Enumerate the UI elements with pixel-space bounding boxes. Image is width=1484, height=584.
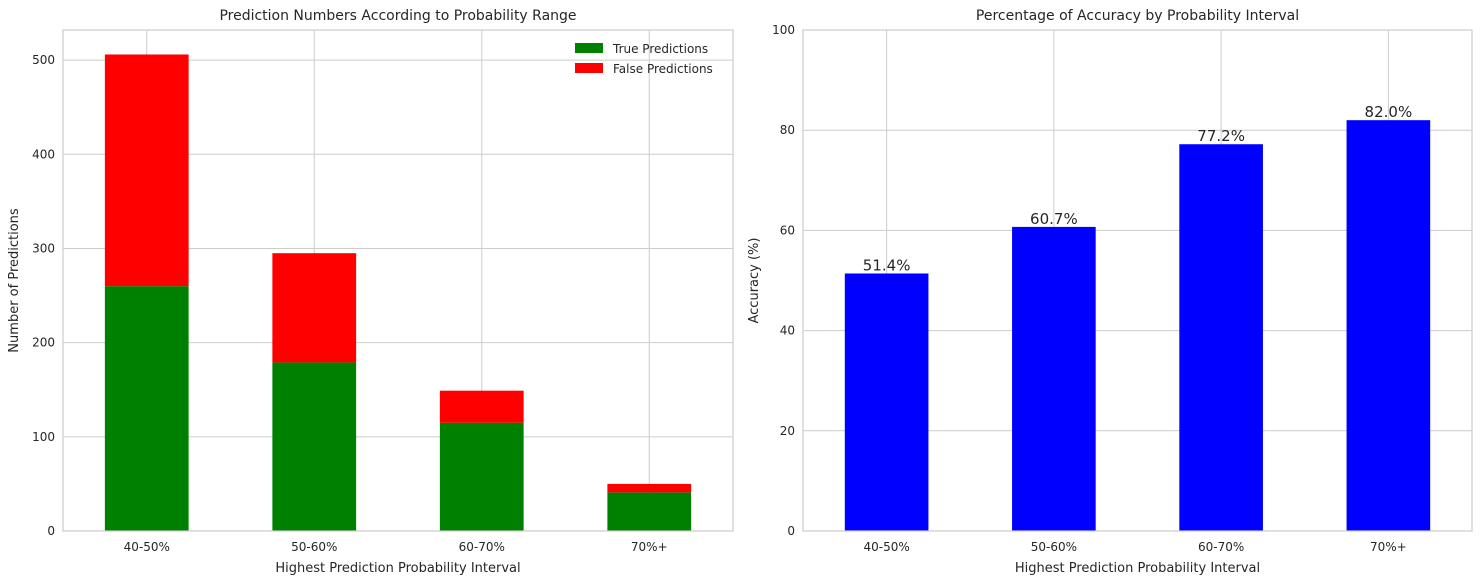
chart0-x-axis-label: Highest Prediction Probability Interval xyxy=(275,561,520,576)
chart1-y-axis-label: Accuracy (%) xyxy=(747,238,762,324)
x-tick-label: 60-70% xyxy=(459,540,505,554)
chart1-bars xyxy=(844,120,1431,532)
chart0-title: Prediction Numbers According to Probabil… xyxy=(219,8,576,24)
bar-70 xyxy=(1346,120,1431,532)
legend-label-false-predictions: False Predictions xyxy=(613,62,713,76)
data-label-40-50: 51.4% xyxy=(863,256,911,274)
x-tick-label: 50-60% xyxy=(291,540,337,554)
chart0-frame xyxy=(62,29,734,532)
chart1-y-ticks: 0 20 40 60 80 100 xyxy=(772,23,795,538)
bar-false-predictions-70 xyxy=(607,483,692,493)
legend-label-true-predictions: True Predictions xyxy=(612,42,708,56)
chart0-legend: True Predictions False Predictions xyxy=(575,42,713,76)
data-label-70: 82.0% xyxy=(1365,103,1413,121)
legend-swatch-false-predictions xyxy=(575,63,603,73)
chart1-data-labels: 51.4% 60.7% 77.2% 82.0% xyxy=(863,103,1412,274)
y-tick-label: 40 xyxy=(780,324,795,338)
x-tick-label: 40-50% xyxy=(124,540,170,554)
bar-true-predictions-70 xyxy=(607,492,692,531)
y-tick-label: 400 xyxy=(32,147,55,161)
x-tick-label: 60-70% xyxy=(1198,540,1244,554)
bar-true-predictions-40-50 xyxy=(104,286,189,531)
x-tick-label: 70%+ xyxy=(1370,540,1407,554)
y-tick-label: 60 xyxy=(780,223,795,237)
y-tick-label: 300 xyxy=(32,241,55,255)
bar-50-60 xyxy=(1012,226,1096,531)
y-tick-label: 0 xyxy=(47,524,55,538)
bar-60-70 xyxy=(1179,144,1263,531)
y-tick-label: 500 xyxy=(32,53,55,67)
chart1-title: Percentage of Accuracy by Probability In… xyxy=(976,8,1299,24)
chart1-frame xyxy=(802,29,1473,532)
legend-swatch-true-predictions xyxy=(575,43,603,53)
bar-false-predictions-60-70 xyxy=(439,390,524,423)
bar-false-predictions-40-50 xyxy=(104,54,189,287)
data-label-60-70: 77.2% xyxy=(1197,127,1245,145)
y-tick-label: 100 xyxy=(772,23,795,37)
chart0-y-ticks: 0 100 200 300 400 500 xyxy=(32,53,55,538)
y-tick-label: 80 xyxy=(780,123,795,137)
y-tick-label: 0 xyxy=(787,524,795,538)
x-tick-label: 70%+ xyxy=(631,540,668,554)
x-tick-label: 50-60% xyxy=(1031,540,1077,554)
data-label-50-60: 60.7% xyxy=(1030,210,1078,228)
chart0-bars xyxy=(104,54,692,531)
bar-true-predictions-50-60 xyxy=(272,362,357,531)
y-tick-label: 100 xyxy=(32,430,55,444)
chart0-y-axis-label: Number of Predictions xyxy=(7,208,22,353)
accuracy-chart: 0 20 40 60 80 100 40-50% 50-60% 60-70% 70%+ 51.4… xyxy=(747,8,1473,576)
chart1-x-ticks: 40-50% 50-60% 60-70% 70%+ xyxy=(863,540,1406,554)
chart1-x-axis-label: Highest Prediction Probability Interval xyxy=(1015,561,1260,576)
chart0-x-ticks: 40-50% 50-60% 60-70% 70%+ xyxy=(124,540,668,554)
bar-40-50 xyxy=(844,273,929,531)
bar-false-predictions-50-60 xyxy=(272,253,357,363)
y-tick-label: 20 xyxy=(780,424,795,438)
y-tick-label: 200 xyxy=(32,336,55,350)
x-tick-label: 40-50% xyxy=(863,540,909,554)
bar-true-predictions-60-70 xyxy=(439,422,524,531)
